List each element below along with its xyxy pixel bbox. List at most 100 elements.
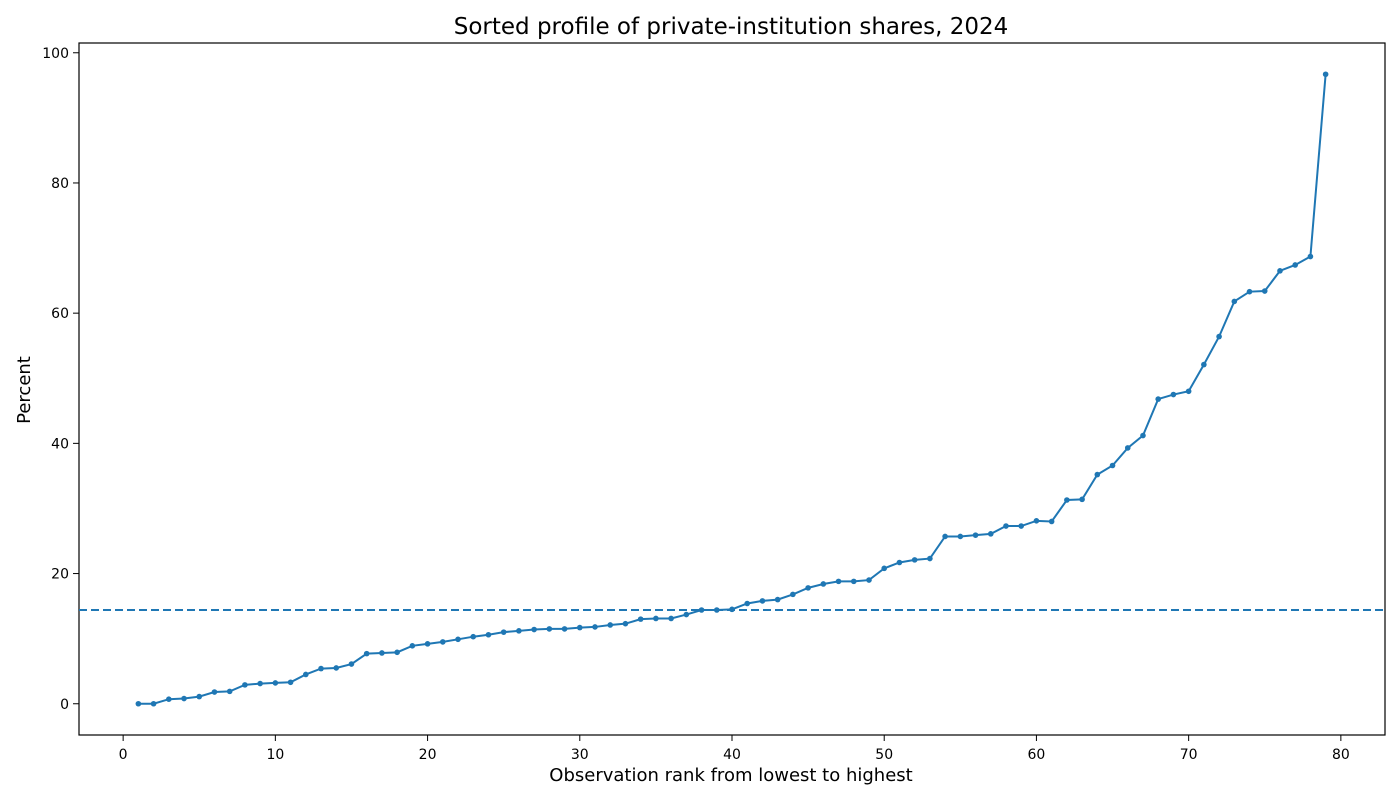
series-point [1231, 298, 1238, 305]
series-point [242, 682, 248, 688]
series-point [561, 626, 568, 632]
series-point [1185, 388, 1192, 395]
series-point [409, 643, 416, 649]
series-point [516, 628, 522, 634]
series-point [1033, 518, 1040, 524]
series-point [1018, 523, 1025, 529]
series-point [1307, 253, 1314, 260]
series-point [196, 693, 203, 700]
y-axis-label: Percent [14, 356, 35, 424]
series-point [1322, 71, 1329, 78]
series-point [835, 578, 842, 585]
series-point [759, 598, 766, 604]
series-point [1170, 391, 1177, 398]
series-point [790, 591, 796, 598]
series-point [439, 639, 446, 645]
series-point [470, 633, 477, 640]
x-tick-label: 70 [1180, 747, 1198, 763]
series-point [987, 531, 994, 537]
series-point [348, 661, 355, 667]
series-point [333, 665, 340, 671]
series-point [668, 615, 674, 622]
series-point [896, 559, 903, 566]
series-point [713, 607, 720, 613]
x-tick-label: 10 [266, 747, 284, 763]
x-axis-label: Observation rank from lowest to highest [549, 765, 912, 786]
series-point [592, 624, 598, 630]
series-point [272, 680, 279, 686]
series-point [379, 650, 385, 656]
series-point [211, 689, 218, 695]
series-point [424, 641, 431, 647]
y-axis-ticks: 0 20 40 60 80 100 [42, 46, 79, 713]
series-point [1079, 496, 1085, 503]
series-point [500, 629, 507, 635]
chart-title: Sorted profile of private-institution sh… [454, 14, 1008, 40]
series-point [181, 695, 187, 702]
x-axis-ticks: 0 10 20 30 40 50 60 70 80 [119, 735, 1350, 763]
series-point [744, 600, 751, 607]
series-point [850, 578, 857, 585]
series-point [820, 581, 827, 587]
series-point [1140, 432, 1146, 439]
y-tick-label: 60 [51, 306, 69, 322]
series-point [394, 649, 400, 656]
series-point [455, 636, 461, 643]
series-point [1246, 288, 1253, 295]
series-point [1064, 497, 1070, 503]
series-point [942, 533, 948, 540]
series-point [607, 622, 614, 628]
x-tick-label: 20 [419, 747, 437, 763]
series-point [363, 650, 370, 657]
y-tick-label: 0 [60, 697, 69, 713]
series-point [1216, 333, 1222, 340]
series-point [911, 557, 918, 563]
x-tick-label: 0 [119, 747, 128, 763]
x-tick-label: 30 [571, 747, 589, 763]
series-point [1277, 268, 1283, 274]
series-point [531, 626, 537, 633]
series-point [637, 616, 644, 622]
series-point [1155, 396, 1162, 402]
x-tick-label: 60 [1028, 747, 1046, 763]
series-point [226, 688, 233, 695]
series-point [257, 680, 263, 687]
series-point [1094, 471, 1101, 478]
series-point [805, 585, 811, 591]
series-point [1003, 523, 1009, 529]
series-layer [79, 71, 1385, 707]
x-tick-label: 40 [723, 747, 741, 763]
series-point [1201, 361, 1207, 368]
series-point [881, 565, 888, 572]
series-point [1048, 518, 1055, 525]
series-point [972, 532, 979, 538]
series-point [287, 679, 294, 686]
series-point [485, 631, 492, 638]
series-point [576, 624, 583, 631]
series-point [622, 620, 629, 627]
y-tick-label: 100 [42, 46, 69, 62]
series-point [1109, 462, 1116, 469]
series-point [927, 555, 933, 562]
y-tick-label: 20 [51, 567, 69, 583]
y-tick-label: 80 [51, 176, 69, 192]
series-point [774, 596, 781, 603]
series-point [1124, 445, 1131, 451]
y-tick-label: 40 [51, 436, 69, 452]
series-point [683, 611, 690, 618]
series-point [135, 700, 142, 707]
series-point [698, 607, 705, 613]
x-tick-label: 80 [1332, 747, 1350, 763]
series-point [729, 606, 735, 613]
series-point [546, 626, 553, 632]
x-tick-label: 50 [875, 747, 893, 763]
series-point [653, 615, 659, 622]
series-point [957, 533, 964, 540]
series-point [302, 671, 309, 678]
series-point [318, 665, 324, 672]
series-point [166, 696, 172, 702]
series-point [150, 700, 157, 707]
series-point [1292, 262, 1298, 268]
